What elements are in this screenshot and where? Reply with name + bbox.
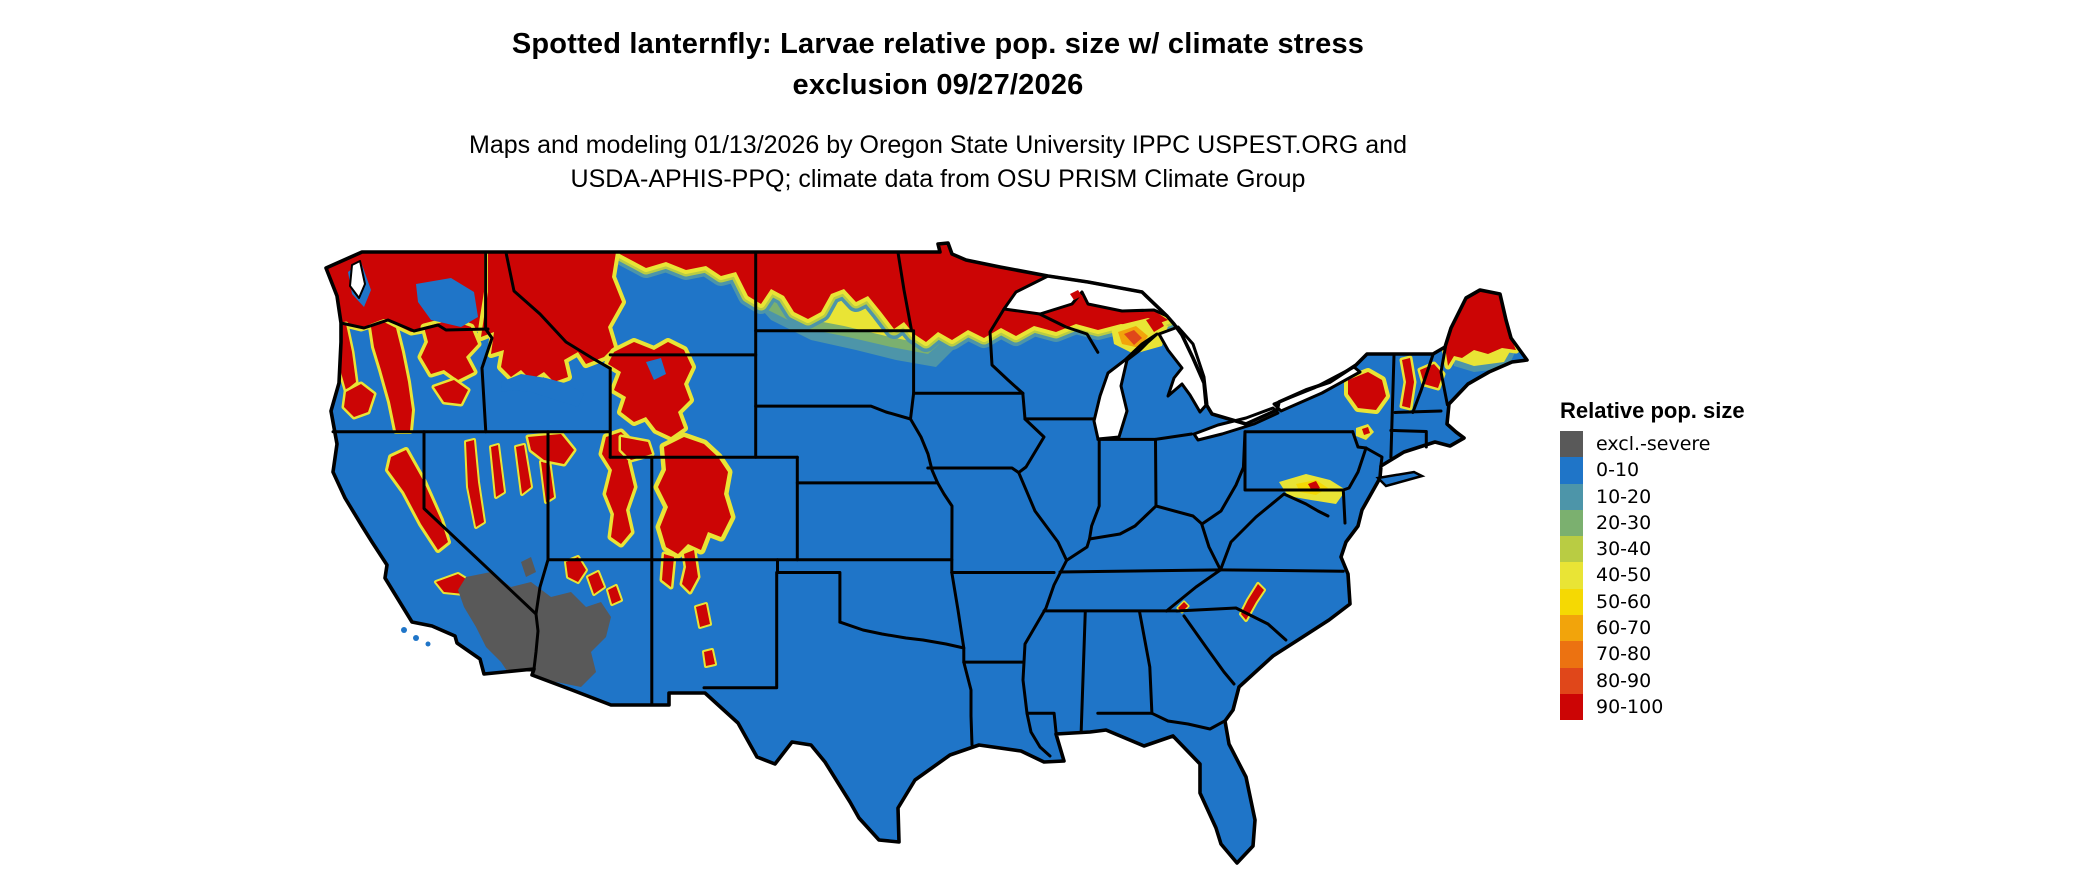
subtitle-line-1: Maps and modeling 01/13/2026 by Oregon S… <box>469 131 1407 159</box>
oregon-red <box>331 316 482 434</box>
arizona-red <box>564 555 623 606</box>
exclusion-gray <box>458 557 611 687</box>
idaho-montana-red <box>477 248 626 386</box>
isle-royale <box>1070 290 1082 300</box>
colorado-red <box>653 432 736 668</box>
legend-row: 10-20 <box>1560 483 1745 510</box>
blue-basins <box>348 262 666 407</box>
legend-label: 80-90 <box>1596 669 1652 692</box>
legend-label: 70-80 <box>1596 643 1652 666</box>
title-block: Spotted lanternfly: Larvae relative pop.… <box>0 24 1876 196</box>
wyoming-red <box>604 338 696 441</box>
legend-row: 80-90 <box>1560 667 1745 694</box>
nevada-red <box>464 431 577 529</box>
puget-sound <box>349 260 366 299</box>
legend-row: 0-10 <box>1560 457 1745 484</box>
legend-swatch <box>1560 509 1583 537</box>
legend-row: 30-40 <box>1560 536 1745 563</box>
legend-row: 40-50 <box>1560 562 1745 589</box>
legend: Relative pop. size excl.-severe 0-10 10-… <box>1560 398 1745 721</box>
legend-entries: excl.-severe 0-10 10-20 20-30 30-40 40-5… <box>1560 431 1745 721</box>
legend-swatch <box>1560 457 1583 484</box>
subtitle-line-2: USDA-APHIS-PPQ; climate data from OSU PR… <box>570 165 1306 193</box>
michigan-spots <box>1111 316 1168 354</box>
legend-label: 30-40 <box>1596 538 1652 561</box>
legend-row: 70-80 <box>1560 641 1745 668</box>
legend-label: 40-50 <box>1596 564 1652 587</box>
legend-title: Relative pop. size <box>1560 398 1745 423</box>
legend-row: 60-70 <box>1560 615 1745 642</box>
legend-swatch <box>1560 483 1583 510</box>
legend-row: 90-100 <box>1560 693 1745 721</box>
legend-label: 0-10 <box>1596 459 1640 482</box>
lake-huron <box>1157 325 1209 414</box>
lake-erie <box>1192 406 1280 442</box>
legend-row: 20-30 <box>1560 509 1745 537</box>
legend-swatch <box>1560 693 1583 721</box>
us-map <box>316 232 1530 885</box>
legend-row: excl.-severe <box>1560 431 1745 458</box>
legend-swatch <box>1560 615 1583 642</box>
legend-swatch <box>1560 431 1583 458</box>
legend-label: 50-60 <box>1596 590 1652 613</box>
page-title: Spotted lanternfly: Larvae relative pop.… <box>0 24 1876 106</box>
legend-swatch <box>1560 562 1583 589</box>
legend-label: 60-70 <box>1596 617 1652 640</box>
great-lakes <box>349 260 1362 442</box>
northeast-red <box>1344 286 1520 414</box>
channel-islands <box>401 627 431 647</box>
title-line-2: exclusion 09/27/2026 <box>792 69 1084 101</box>
legend-label: 10-20 <box>1596 485 1652 508</box>
legend-swatch <box>1560 667 1583 694</box>
state-borders <box>331 251 1449 758</box>
page-subtitle: Maps and modeling 01/13/2026 by Oregon S… <box>0 128 1876 196</box>
utah-red <box>598 428 655 548</box>
legend-swatch <box>1560 536 1583 563</box>
title-line-1: Spotted lanternfly: Larvae relative pop.… <box>511 28 1365 60</box>
legend-row: 50-60 <box>1560 588 1745 616</box>
legend-label: 20-30 <box>1596 511 1652 534</box>
legend-label: excl.-severe <box>1596 433 1711 455</box>
legend-label: 90-100 <box>1596 695 1664 718</box>
legend-swatch <box>1560 588 1583 616</box>
us-map-svg <box>324 241 1529 865</box>
legend-swatch <box>1560 641 1583 668</box>
long-island <box>1375 470 1426 488</box>
